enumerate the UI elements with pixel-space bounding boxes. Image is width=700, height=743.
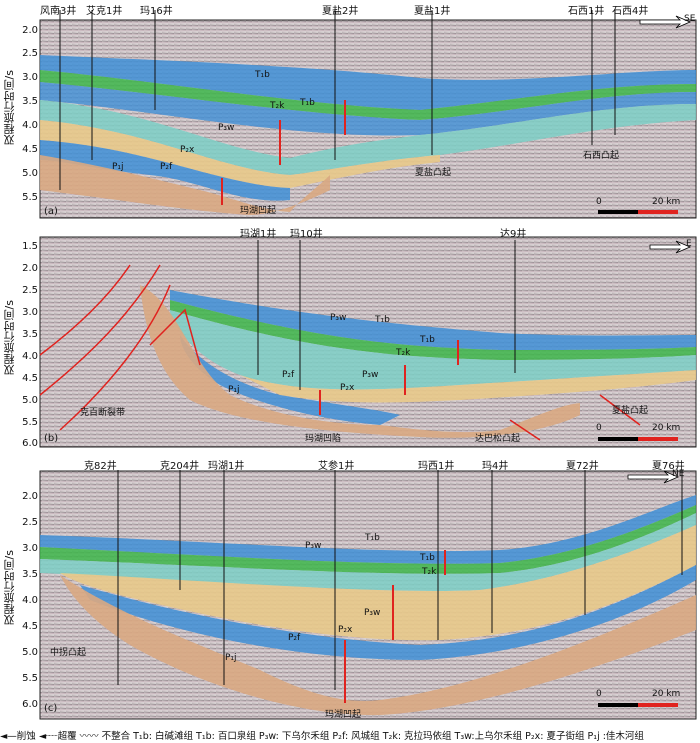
tick-a-3: 3.5: [22, 96, 38, 107]
well-a-2: 玛16井: [140, 6, 173, 17]
label-b-t1b-b: T₁b: [420, 335, 435, 345]
label-a-p2x: P₂x: [180, 145, 195, 155]
tick-c-8: 6.0: [22, 699, 38, 710]
label-a-t1b: T₁b: [255, 70, 270, 80]
label-b-p2x: P₂x: [340, 383, 355, 393]
tick-b-9: 6.0: [22, 438, 38, 449]
well-b-2: 达9井: [500, 229, 527, 240]
dir-a: SE: [684, 14, 696, 24]
label-c-p2x: P₂x: [338, 625, 353, 635]
label-b-p2f: P₂f: [282, 370, 295, 380]
well-c-7: 夏76井: [652, 461, 685, 472]
scale-a-0: 0: [596, 197, 602, 207]
well-a-0: 风南3井: [40, 6, 77, 17]
dir-c: NE: [672, 469, 685, 479]
tick-b-0: 1.5: [22, 241, 38, 252]
scale-b-1: 20 km: [652, 423, 681, 433]
panel-a: 双程旅行时间/s 2.0 2.5 3.0 3.5 4.0 4.5 5.0 5.5…: [0, 0, 700, 230]
label-b-p3w: P₃w: [330, 313, 347, 323]
well-a-6: 石西4井: [612, 6, 649, 17]
tick-c-2: 3.0: [22, 543, 38, 554]
well-a-1: 艾克1井: [86, 6, 123, 17]
label-c-p2f: P₂f: [288, 633, 301, 643]
tick-a-7: 5.5: [22, 192, 38, 203]
tick-a-2: 3.0: [22, 72, 38, 83]
seismic-section-a: [39, 10, 697, 219]
seismic-section-b: [39, 236, 697, 448]
label-c-t2k: T₂k: [422, 567, 437, 577]
well-c-3: 艾参1井: [318, 461, 355, 472]
label-b-p1j: P₁j: [228, 385, 240, 395]
label-b-dabasong: 达巴松凸起: [475, 434, 521, 444]
well-a-5: 石西1井: [568, 6, 605, 17]
well-c-0: 克82井: [84, 461, 117, 472]
label-b-kebai: 克百断裂带: [80, 408, 126, 418]
tick-c-3: 3.5: [22, 569, 38, 580]
tick-c-7: 5.5: [22, 673, 38, 684]
label-a-t2k: T₂k: [270, 101, 285, 111]
dir-b: E: [686, 239, 692, 249]
label-b-t1b-a: T₁b: [375, 315, 390, 325]
tick-b-8: 5.5: [22, 417, 38, 428]
well-c-2: 玛湖1井: [208, 461, 245, 472]
tick-b-1: 2.0: [22, 263, 38, 274]
well-c-1: 克204井: [160, 461, 200, 472]
scale-b-0: 0: [596, 423, 602, 433]
tick-a-5: 4.5: [22, 144, 38, 155]
tick-c-5: 4.5: [22, 621, 38, 632]
label-c-p1j: P₁j: [225, 653, 237, 663]
label-a-t3b: T₁b: [300, 98, 315, 108]
tick-c-4: 4.0: [22, 595, 38, 606]
scale-c-0: 0: [596, 689, 602, 699]
label-a-p1j: P₁j: [112, 162, 124, 172]
label-a-mahu: 玛湖凹起: [240, 206, 277, 216]
label-c-t1b: T₁b: [365, 533, 380, 543]
seismic-section-c: [39, 470, 697, 720]
tick-c-1: 2.5: [22, 517, 38, 528]
panel-letter-a: (a): [44, 206, 58, 217]
label-a-p3w: P₃w: [218, 123, 235, 133]
tick-a-0: 2.0: [22, 25, 38, 36]
legend: ◄—削蚀 ◄┈┈超覆 〰〰 不整合 T₁b: 白碱滩组 T₁b: 百口泉组 P₃…: [0, 731, 644, 742]
tick-b-4: 3.5: [22, 329, 38, 340]
well-a-4: 夏盐1井: [414, 6, 451, 17]
well-a-3: 夏盐2井: [322, 6, 359, 17]
tick-a-4: 4.0: [22, 120, 38, 131]
label-c-p3w: P₃w: [305, 541, 322, 551]
tick-a-6: 5.0: [22, 168, 38, 179]
tick-b-6: 4.5: [22, 373, 38, 384]
tick-a-1: 2.5: [22, 48, 38, 59]
well-c-4: 玛西1井: [418, 461, 455, 472]
tick-c-0: 2.0: [22, 491, 38, 502]
label-a-p2f: P₂f: [160, 162, 173, 172]
scale-c-1: 20 km: [652, 689, 681, 699]
label-a-xiayan: 夏盐凸起: [415, 168, 452, 178]
well-c-6: 夏72井: [566, 461, 599, 472]
well-c-5: 玛4井: [482, 461, 509, 472]
label-a-shixi: 石西凸起: [583, 151, 620, 161]
tick-b-2: 2.5: [22, 285, 38, 296]
well-b-0: 玛湖1井: [240, 229, 277, 240]
tick-c-6: 5.0: [22, 647, 38, 658]
scale-a-1: 20 km: [652, 197, 681, 207]
label-c-zhongguai: 中拐凸起: [50, 648, 87, 658]
panel-letter-b: (b): [44, 433, 59, 444]
label-c-t3b: T₁b: [420, 553, 435, 563]
panel-letter-c: (c): [44, 703, 58, 714]
panel-b: 双程旅行时间/s 1.5 2.0 2.5 3.0 3.5 4.0 4.5 5.0…: [0, 225, 700, 455]
label-b-t2k: T₂k: [396, 348, 411, 358]
label-b-p3w-b: P₃w: [362, 370, 379, 380]
label-b-mahu: 玛湖凹陷: [305, 434, 342, 444]
y-axis-label-c: 双程旅行时间/s: [3, 550, 16, 626]
tick-b-7: 5.0: [22, 395, 38, 406]
tick-b-5: 4.0: [22, 351, 38, 362]
panel-c: 双程旅行时间/s 2.0 2.5 3.0 3.5 4.0 4.5 5.0 5.5…: [0, 455, 700, 725]
label-c-p3w-b: P₃w: [364, 608, 381, 618]
label-b-xiayan: 夏盐凸起: [612, 406, 649, 416]
label-c-mahu: 玛湖凹起: [325, 710, 362, 720]
tick-b-3: 3.0: [22, 307, 38, 318]
well-b-1: 玛10井: [290, 229, 323, 240]
